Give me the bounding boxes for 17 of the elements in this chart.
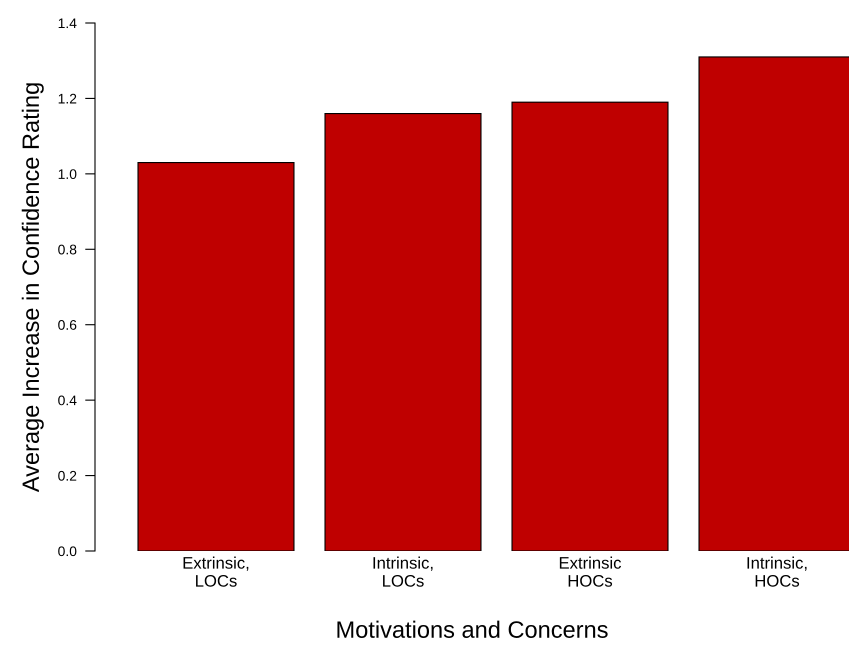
y-tick-label: 0.0	[58, 546, 76, 556]
y-tick-label: 0.4	[58, 395, 77, 406]
y-tick-label: 0.8	[58, 244, 76, 254]
y-tick-label: 1.2	[58, 94, 76, 104]
y-axis-title: Average Increase in Confidence Rating	[22, 83, 44, 492]
x-tick-label: Intrinsic, HOCs	[748, 556, 807, 587]
x-tick-label: Intrinsic, LOCs	[374, 556, 433, 587]
x-tick-label: Extrinsic HOCs	[560, 556, 622, 587]
y-tick-label: 1.0	[58, 169, 76, 180]
y-tick-label: 0.6	[58, 320, 76, 330]
y-tick-label: 1.4	[58, 18, 77, 28]
bar	[511, 102, 669, 551]
x-tick-label: Extrinsic, LOCs	[184, 556, 248, 587]
bar	[324, 112, 482, 551]
x-axis-title: Motivations and Concerns	[337, 620, 608, 638]
y-tick-label: 0.2	[58, 470, 76, 481]
bar	[137, 162, 295, 551]
